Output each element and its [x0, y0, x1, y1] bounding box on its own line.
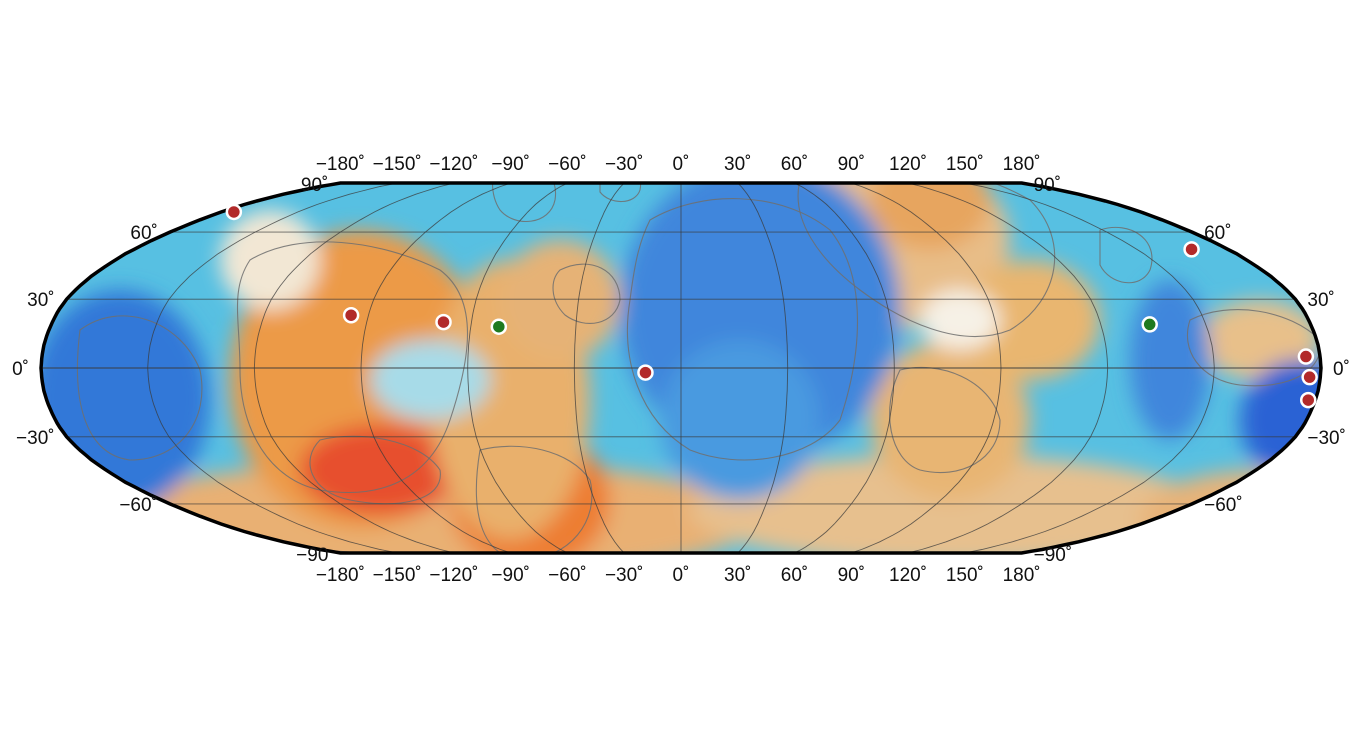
coordinate-labels: −180˚ −150˚ −120˚ −90˚ −60˚ −30˚ 0˚ 30˚ 60˚ 90˚ 12… [12, 154, 1350, 586]
bottom-longitude-label: 60˚ [781, 565, 808, 586]
bottom-longitude-label: −150˚ [373, 565, 422, 586]
site-marker-red [435, 313, 452, 331]
bottom-longitude-label: −90˚ [491, 565, 530, 586]
top-longitude-label: −120˚ [429, 154, 478, 175]
site-markers [225, 203, 1318, 409]
site-marker-green [1141, 316, 1158, 333]
bottom-longitude-label: 150˚ [946, 565, 984, 586]
bottom-longitude-label: −60˚ [548, 565, 587, 586]
bottom-longitude-label: 30˚ [724, 565, 751, 586]
left-latitude-label: 0˚ [12, 359, 29, 380]
top-longitude-label: −180˚ [316, 154, 365, 175]
bottom-longitude-label: −120˚ [429, 565, 478, 586]
right-latitude-label: 60˚ [1204, 223, 1231, 244]
left-latitude-label: −90 [296, 545, 328, 566]
bottom-longitude-label: 180˚ [1003, 565, 1041, 586]
site-marker-green [490, 318, 508, 335]
right-latitude-label: −90˚ [1034, 545, 1073, 566]
right-latitude-label: 0˚ [1333, 359, 1350, 380]
left-latitude-label: −30˚ [16, 428, 55, 449]
top-longitude-label: −150˚ [373, 154, 422, 175]
left-latitude-label: 30˚ [27, 290, 54, 311]
site-marker-red [1301, 368, 1318, 386]
site-marker-red [342, 306, 360, 324]
top-longitude-label: 180˚ [1003, 154, 1041, 175]
right-latitude-label: −30˚ [1307, 428, 1346, 449]
left-latitude-label: 60˚ [130, 223, 157, 244]
site-marker-red [1183, 241, 1200, 258]
right-latitude-label: 90˚ [1034, 175, 1061, 196]
site-marker-red [225, 203, 243, 221]
right-latitude-label: −60˚ [1204, 495, 1243, 516]
bottom-longitude-label: −180˚ [316, 565, 365, 586]
top-longitude-label: 60˚ [781, 154, 808, 175]
top-longitude-label: 30˚ [724, 154, 751, 175]
site-marker-red [1299, 391, 1317, 409]
top-longitude-label: −60˚ [548, 154, 587, 175]
bottom-longitude-label: 0˚ [673, 565, 690, 586]
top-longitude-label: 90˚ [838, 154, 865, 175]
right-latitude-label: 30˚ [1307, 290, 1334, 311]
bottom-longitude-label: 120˚ [889, 565, 927, 586]
top-longitude-label: −30˚ [605, 154, 644, 175]
map-outline [39, 181, 1323, 555]
left-latitude-label: 90˚ [301, 175, 328, 196]
top-longitude-label: 120˚ [889, 154, 927, 175]
top-longitude-label: 0˚ [673, 154, 690, 175]
top-longitude-label: 150˚ [946, 154, 984, 175]
top-longitude-label: −90˚ [491, 154, 530, 175]
bottom-longitude-label: 90˚ [838, 565, 865, 586]
site-marker-red [637, 364, 654, 381]
site-marker-red [1297, 348, 1315, 365]
left-latitude-label: −60˚ [119, 495, 158, 516]
bottom-longitude-label: −30˚ [605, 565, 644, 586]
